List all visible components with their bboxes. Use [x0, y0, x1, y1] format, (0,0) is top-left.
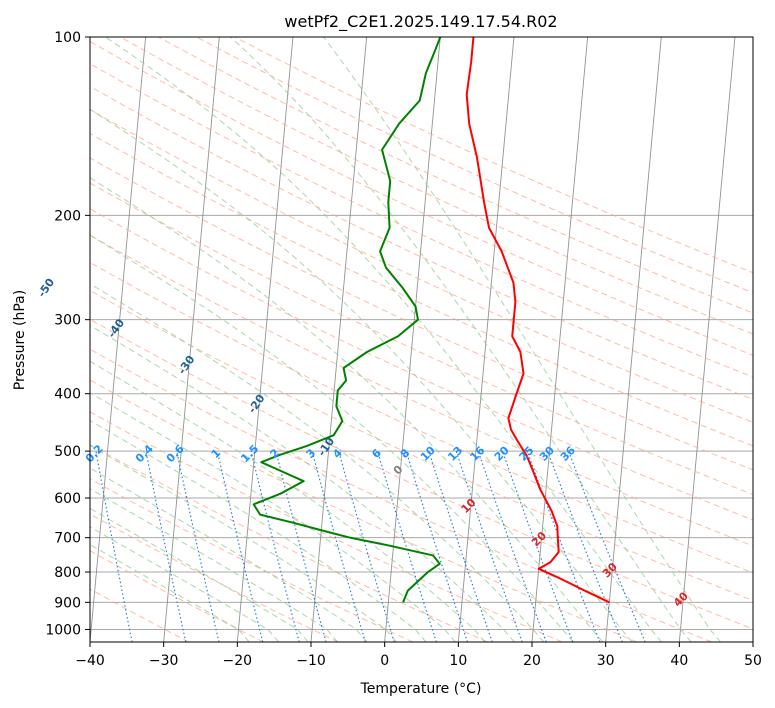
isotherm-line [384, 37, 441, 642]
isotherm-line [236, 37, 294, 642]
moist-adiabat-line [90, 324, 515, 642]
y-tick-label: 100 [54, 30, 81, 46]
dry-adiabat-line [90, 208, 753, 521]
x-tick-label: −40 [75, 653, 105, 669]
mixing-ratio-line [405, 450, 469, 642]
y-tick-label: 400 [54, 387, 81, 403]
temperature-profile-line [465, 37, 610, 604]
dry-adiabat-line [90, 40, 753, 356]
dewpoint-profile-line [252, 37, 442, 603]
background-lines [90, 37, 753, 642]
dry-adiabat-line [90, 132, 753, 447]
y-tick-label: 300 [54, 313, 81, 329]
x-tick-label: 40 [670, 653, 688, 669]
x-tick-label: 30 [597, 653, 615, 669]
mixing-ratio-line [250, 450, 300, 642]
x-tick-label: −20 [223, 653, 253, 669]
x-tick-label: −30 [149, 653, 179, 669]
dry-adiabat-line [90, 550, 264, 642]
moist-adiabat-line [90, 444, 397, 642]
dry-adiabat-line [90, 261, 753, 574]
mixing-ratio-line [311, 450, 366, 642]
mixing-ratio-line [338, 450, 395, 642]
y-tick-label: 800 [54, 565, 81, 581]
y-tick-label: 700 [54, 531, 81, 547]
x-tick-label: 10 [449, 653, 467, 669]
mixing-ratio-line [216, 450, 264, 642]
chart-title: wetPf2_C2E1.2025.149.17.54.R02 [284, 12, 557, 32]
y-tick-label: 200 [54, 208, 81, 224]
dry-adiabat-line [90, 157, 753, 471]
isotherm-line [90, 37, 147, 642]
mixing-ratio-line [428, 450, 493, 642]
isotherm-line [605, 37, 662, 642]
isotherm-line [457, 37, 515, 642]
moist-adiabat-line [90, 488, 338, 642]
dry-adiabat-line [90, 411, 563, 642]
mixing-ratio-line [145, 450, 187, 642]
moist-adiabat-line [323, 37, 721, 642]
moist-adiabat-line [90, 392, 456, 642]
isotherm-line [163, 37, 220, 642]
y-tick-label: 900 [54, 595, 81, 611]
moist-adiabat-line [90, 108, 633, 642]
y-tick-label: 1000 [45, 622, 81, 638]
mixing-ratio-line [477, 450, 547, 642]
dry-adiabat-line [90, 444, 488, 642]
isotherm-line [678, 37, 736, 642]
moist-adiabat-line [90, 360, 486, 642]
y-tick-label: 600 [54, 491, 81, 507]
moist-adiabat-line [90, 507, 309, 642]
mixing-ratio-line [377, 450, 437, 642]
moist-adiabat-line [90, 283, 545, 642]
dry-adiabat-line [158, 37, 753, 314]
x-tick-label: 50 [744, 653, 762, 669]
mixing-ratio-line [275, 450, 327, 642]
dry-adiabat-line [90, 182, 753, 496]
moist-adiabat-line [90, 419, 427, 642]
mixing-ratio-line [547, 450, 623, 642]
x-axis: −40 −30 −20 −10 0 10 20 30 40 50 [75, 642, 762, 669]
dry-adiabat-line [90, 348, 712, 642]
moist-adiabat-line [105, 37, 663, 642]
mixing-ratio-line [526, 450, 601, 642]
moist-adiabat-line [90, 177, 604, 642]
plot-frame [89, 36, 754, 643]
y-tick-label: 500 [54, 444, 81, 460]
dry-adiabat-line [90, 513, 339, 642]
y-axis: 100 200 300 400 500 600 700 800 900 1000 [45, 30, 90, 638]
dry-adiabat-line [90, 63, 753, 378]
mixing-ratio-line [176, 450, 220, 642]
mixing-ratio-line [455, 450, 523, 642]
dry-adiabat-line [90, 234, 753, 547]
dry-adiabat-line [90, 478, 414, 642]
x-tick-label: 0 [380, 653, 389, 669]
dry-adiabat-line [90, 318, 753, 630]
mixing-ratio-line [501, 450, 574, 642]
moist-adiabat-line [90, 467, 368, 642]
moist-adiabat-line [230, 37, 692, 642]
y-axis-label: Pressure (hPa) [12, 290, 28, 390]
mixing-ratio-line [567, 450, 646, 642]
x-axis-label: Temperature (°C) [360, 681, 482, 697]
profile-lines [252, 37, 610, 604]
x-tick-label: 20 [523, 653, 541, 669]
x-tick-label: −10 [296, 653, 326, 669]
